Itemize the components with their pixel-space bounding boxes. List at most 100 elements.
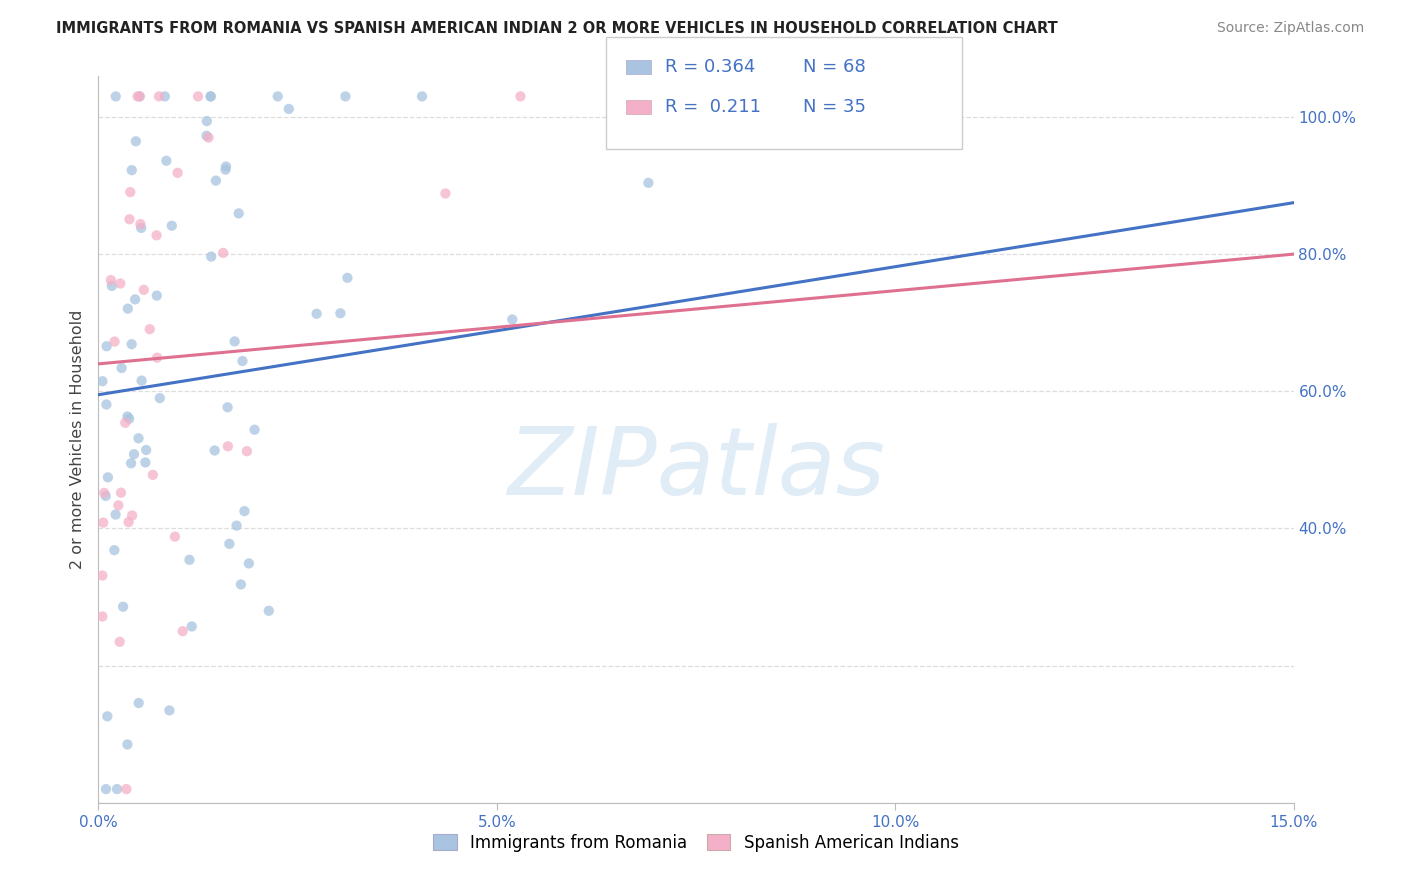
Text: N = 68: N = 68 bbox=[803, 58, 866, 76]
Point bbox=[118, 212, 141, 227]
Point bbox=[212, 246, 235, 260]
Point bbox=[200, 250, 222, 264]
Text: Source: ZipAtlas.com: Source: ZipAtlas.com bbox=[1216, 21, 1364, 36]
Y-axis label: 2 or more Vehicles in Household: 2 or more Vehicles in Household bbox=[70, 310, 86, 569]
Point bbox=[91, 568, 114, 582]
Point bbox=[180, 619, 202, 633]
Point bbox=[94, 782, 117, 797]
Point bbox=[236, 444, 259, 458]
Point bbox=[160, 219, 183, 233]
Point bbox=[329, 306, 352, 320]
Point bbox=[124, 293, 146, 307]
Point bbox=[97, 470, 120, 484]
Point bbox=[149, 391, 172, 405]
Point bbox=[179, 553, 201, 567]
Point bbox=[104, 89, 127, 103]
Point bbox=[135, 442, 157, 457]
Point bbox=[218, 537, 240, 551]
Point bbox=[146, 351, 169, 365]
Point bbox=[91, 609, 114, 624]
Point bbox=[120, 185, 142, 199]
Point bbox=[128, 431, 150, 445]
Point bbox=[228, 206, 250, 220]
Point bbox=[243, 423, 266, 437]
Point bbox=[200, 89, 222, 103]
Point bbox=[434, 186, 457, 201]
Point bbox=[267, 89, 290, 103]
Point bbox=[204, 443, 226, 458]
Text: N = 35: N = 35 bbox=[803, 98, 866, 116]
Point bbox=[225, 518, 247, 533]
Point bbox=[139, 322, 162, 336]
Point bbox=[100, 273, 122, 287]
Point bbox=[121, 508, 143, 523]
Point bbox=[94, 489, 117, 503]
Point bbox=[146, 288, 169, 302]
Point bbox=[105, 782, 128, 797]
Point bbox=[101, 279, 124, 293]
Point bbox=[117, 409, 139, 424]
Point bbox=[108, 635, 131, 649]
Point bbox=[131, 374, 153, 388]
Point bbox=[115, 782, 138, 797]
Point bbox=[117, 301, 139, 316]
Point bbox=[91, 374, 114, 388]
Legend: Immigrants from Romania, Spanish American Indians: Immigrants from Romania, Spanish America… bbox=[426, 827, 966, 858]
Point bbox=[118, 411, 141, 425]
Point bbox=[335, 89, 357, 103]
Point bbox=[112, 599, 135, 614]
Point bbox=[117, 515, 139, 529]
Point bbox=[157, 703, 180, 717]
Point bbox=[217, 439, 239, 453]
Point bbox=[110, 277, 132, 291]
Point bbox=[195, 128, 218, 143]
Point bbox=[305, 307, 328, 321]
Text: IMMIGRANTS FROM ROMANIA VS SPANISH AMERICAN INDIAN 2 OR MORE VEHICLES IN HOUSEHO: IMMIGRANTS FROM ROMANIA VS SPANISH AMERI… bbox=[56, 21, 1057, 37]
Point bbox=[121, 163, 143, 178]
Point bbox=[163, 530, 186, 544]
Point bbox=[91, 516, 114, 530]
Point bbox=[145, 228, 167, 243]
Point bbox=[238, 557, 260, 571]
Text: R = 0.364: R = 0.364 bbox=[665, 58, 755, 76]
Point bbox=[336, 270, 359, 285]
Point bbox=[129, 217, 152, 231]
Point bbox=[104, 508, 127, 522]
Point bbox=[96, 339, 118, 353]
Point bbox=[103, 334, 125, 349]
Point bbox=[509, 89, 531, 103]
Point bbox=[107, 499, 129, 513]
Text: R =  0.211: R = 0.211 bbox=[665, 98, 761, 116]
Point bbox=[224, 334, 246, 349]
Point bbox=[96, 397, 118, 411]
Point bbox=[120, 456, 142, 470]
Point bbox=[233, 504, 256, 518]
Point bbox=[217, 401, 239, 415]
Point bbox=[127, 89, 149, 103]
Point bbox=[117, 738, 139, 752]
Point bbox=[172, 624, 194, 639]
Point bbox=[125, 134, 148, 148]
Point bbox=[166, 166, 188, 180]
Point bbox=[148, 89, 170, 103]
Text: ZIPatlas: ZIPatlas bbox=[508, 423, 884, 514]
Point bbox=[231, 354, 253, 368]
Point bbox=[142, 467, 165, 482]
Point bbox=[103, 543, 125, 558]
Point bbox=[501, 312, 523, 326]
Point bbox=[187, 89, 209, 103]
Point bbox=[197, 130, 219, 145]
Point bbox=[205, 173, 228, 187]
Point bbox=[110, 361, 132, 376]
Point bbox=[110, 485, 132, 500]
Point bbox=[134, 455, 156, 469]
Point bbox=[122, 447, 145, 461]
Point bbox=[121, 337, 143, 351]
Point bbox=[215, 160, 238, 174]
Point bbox=[155, 153, 177, 168]
Point bbox=[114, 416, 136, 430]
Point bbox=[229, 577, 252, 591]
Point bbox=[277, 102, 299, 116]
Point bbox=[96, 709, 118, 723]
Point bbox=[132, 283, 155, 297]
